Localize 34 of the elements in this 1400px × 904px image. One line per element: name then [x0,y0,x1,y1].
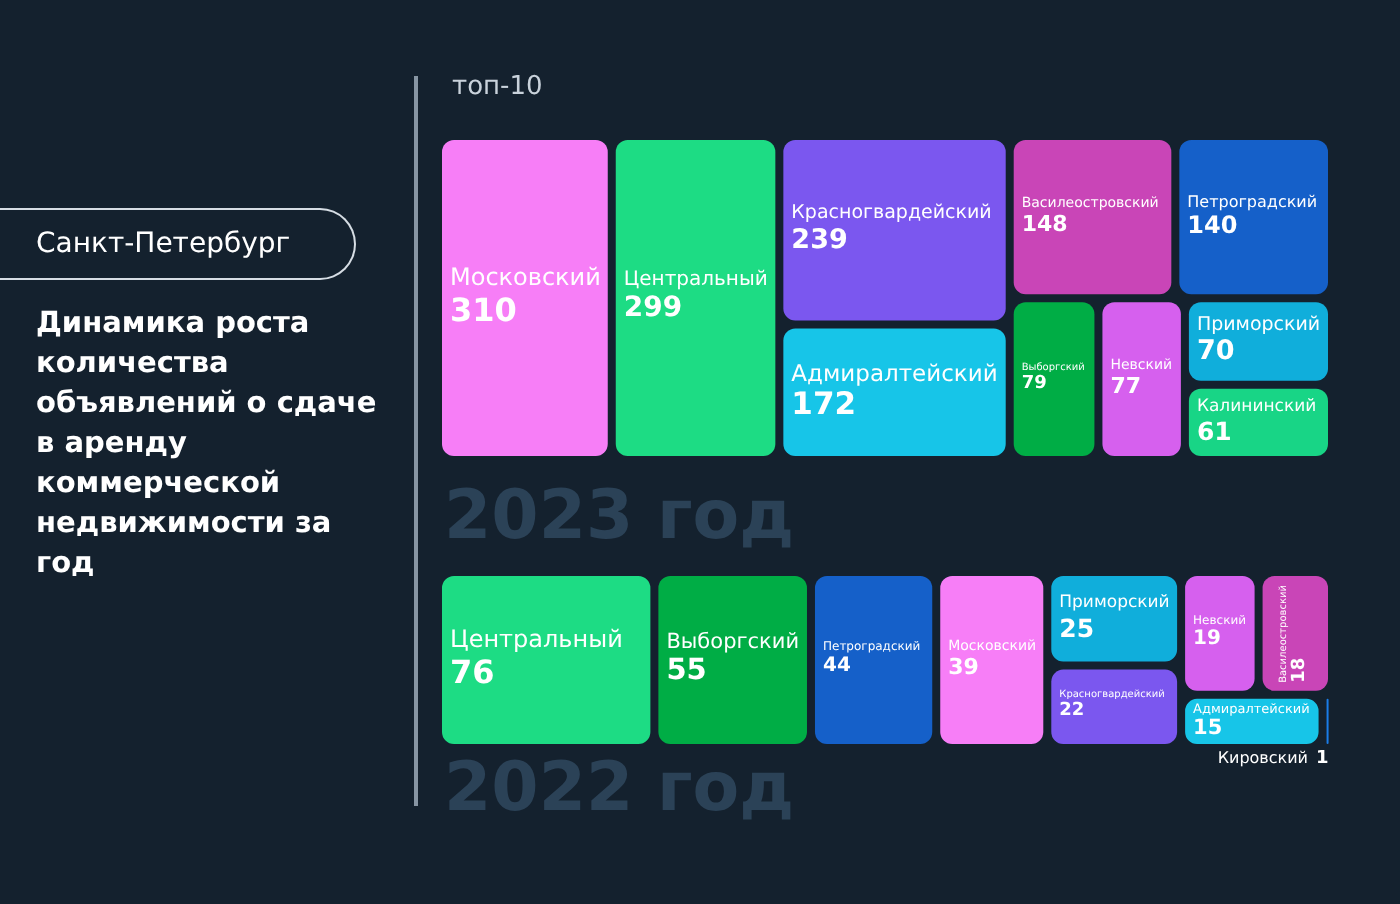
data-label: 77 [1110,372,1142,399]
data-label: 239 [791,224,848,257]
text: топ-10 [452,72,543,102]
category-label: Московский [450,263,601,292]
data-label: 299 [623,291,683,324]
category-label: Красногвардейский [791,202,992,225]
data-label: 76 [450,653,495,691]
category-label: Центральный [450,625,623,654]
data-label: 44 [822,654,851,677]
text: Динамика роста количества объявлений о сдаче в аренду коммерческой недвижимости за год [36,306,379,584]
data-label: 310 [450,291,517,329]
category-label: Приморский [1196,313,1321,336]
category-label: Петроградский [1187,192,1318,211]
category-label: Центральный [623,268,768,291]
category-label: Адмиралтейский [791,358,998,387]
data-label: 22 [1059,701,1085,722]
category-label: Приморский [1059,593,1170,614]
data-label: 1 [1316,749,1329,769]
category-label: Кировский [1217,749,1309,767]
data-label: 55 [666,654,707,687]
data-label: 148 [1021,210,1068,237]
data-label: 15 [1193,716,1223,741]
data-label: 79 [1021,373,1047,394]
category-label: Выборгский [666,629,800,654]
data-label: 140 [1187,210,1238,239]
data-label: 70 [1196,335,1235,368]
data-label: 172 [791,386,857,423]
data-label: 61 [1196,416,1232,447]
data-label: 25 [1059,612,1095,643]
data-label: 39 [948,653,979,680]
category-label: Калининский [1196,396,1317,417]
text: Санкт-Петербург [0,208,356,280]
data-label: 18 [1289,657,1310,683]
data-label: 19 [1193,628,1222,651]
